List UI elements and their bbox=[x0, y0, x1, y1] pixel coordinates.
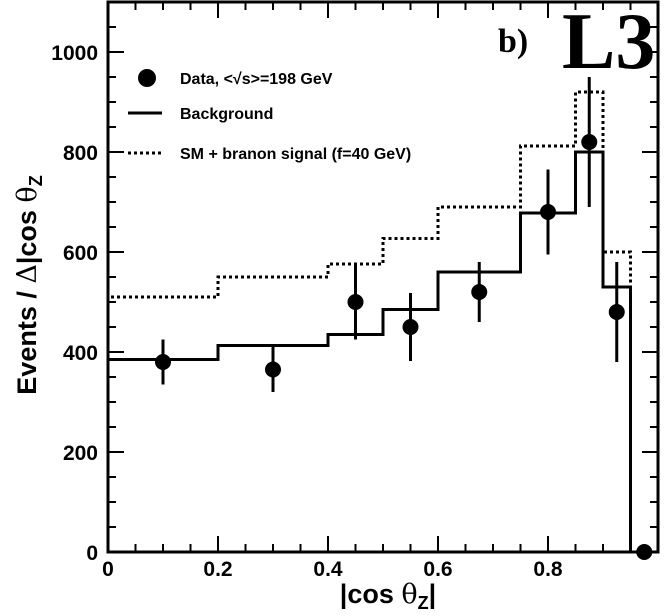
x-axis-title-main: |cos bbox=[340, 579, 402, 609]
x-tick-label: 0.6 bbox=[423, 558, 452, 581]
y-axis-title-cos: |cos bbox=[12, 203, 42, 265]
legend-label-background: Background bbox=[180, 106, 273, 123]
background-histogram-step bbox=[106, 150, 632, 552]
y-tick-label: 1000 bbox=[51, 42, 98, 65]
x-tick-label: 0 bbox=[102, 558, 114, 581]
y-tick-label: 0 bbox=[86, 542, 98, 565]
data-point bbox=[540, 204, 556, 220]
data-point bbox=[155, 354, 171, 370]
legend-label-data: Data, <√s>=198 GeV bbox=[180, 71, 333, 88]
data-point bbox=[347, 294, 364, 310]
x-axis-title-theta: θ bbox=[401, 579, 417, 610]
x-axis-title-sub: Z bbox=[418, 593, 429, 613]
y-tick-label: 600 bbox=[63, 242, 98, 265]
y-axis-title-sub: Z bbox=[26, 175, 46, 186]
data-point bbox=[471, 284, 488, 300]
y-axis-title-theta: θ bbox=[12, 186, 43, 202]
y-tick-label: 800 bbox=[63, 142, 98, 165]
data-point bbox=[581, 134, 598, 150]
x-tick-label: 0.4 bbox=[313, 558, 343, 581]
axis-ticks: 0 0.2 0.4 0.6 0.8 0 200 400 600 800 1000 bbox=[51, 1, 659, 581]
y-axis-title: Events / Δ|cos θZ bbox=[12, 175, 46, 394]
data-point bbox=[608, 304, 625, 320]
plot-frame bbox=[106, 0, 660, 554]
y-tick-label: 400 bbox=[63, 342, 98, 365]
panel-label: b) bbox=[498, 23, 528, 60]
x-axis-title: |cos θZ| bbox=[340, 579, 436, 613]
data-point bbox=[265, 361, 281, 378]
x-tick-label: 0.2 bbox=[203, 558, 232, 581]
y-tick-label: 200 bbox=[63, 442, 98, 465]
y-axis-title-delta: Δ bbox=[12, 264, 43, 284]
plot-area bbox=[106, 77, 653, 560]
x-tick-label: 0.8 bbox=[533, 558, 563, 581]
data-point bbox=[402, 319, 419, 335]
legend-marker-data bbox=[138, 69, 156, 87]
x-axis-title-bar: | bbox=[429, 579, 437, 609]
y-axis-title-main: Events / bbox=[12, 284, 42, 395]
experiment-logo: L3 bbox=[562, 0, 655, 86]
legend: Data, <√s>=198 GeV Background SM + brano… bbox=[128, 69, 411, 163]
legend-label-signal: SM + branon signal (f=40 GeV) bbox=[180, 146, 411, 163]
